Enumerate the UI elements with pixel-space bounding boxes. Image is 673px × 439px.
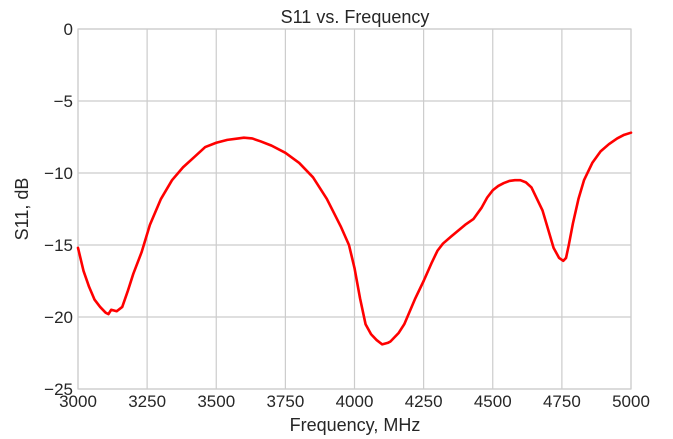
x-tick-label: 4000 bbox=[336, 392, 374, 411]
y-tick-label: −25 bbox=[44, 380, 73, 399]
y-tick-label: −5 bbox=[54, 92, 73, 111]
x-tick-label: 4250 bbox=[405, 392, 443, 411]
x-tick-label: 5000 bbox=[612, 392, 650, 411]
x-tick-label: 3000 bbox=[59, 392, 97, 411]
x-axis-label: Frequency, MHz bbox=[290, 415, 421, 435]
x-tick-label: 3500 bbox=[197, 392, 235, 411]
y-tick-label: −15 bbox=[44, 236, 73, 255]
grid bbox=[77, 28, 632, 390]
x-tick-label: 3250 bbox=[128, 392, 166, 411]
x-tick-label: 3750 bbox=[266, 392, 304, 411]
y-tick-label: −20 bbox=[44, 308, 73, 327]
y-tick-label: −10 bbox=[44, 164, 73, 183]
chart-title: S11 vs. Frequency bbox=[281, 7, 430, 27]
y-axis-label: S11, dB bbox=[12, 178, 32, 241]
x-tick-label: 4750 bbox=[543, 392, 581, 411]
x-tick-labels: 3000 3250 3500 3750 4000 4250 4500 4750 5000 bbox=[59, 392, 650, 411]
plot-frame bbox=[77, 28, 632, 390]
y-tick-label: 0 bbox=[64, 20, 73, 39]
x-tick-label: 4500 bbox=[474, 392, 512, 411]
s11-series-line bbox=[76, 131, 633, 346]
series-layer bbox=[76, 131, 633, 346]
y-tick-labels: 0 −5 −10 −15 −20 −25 bbox=[44, 20, 73, 399]
